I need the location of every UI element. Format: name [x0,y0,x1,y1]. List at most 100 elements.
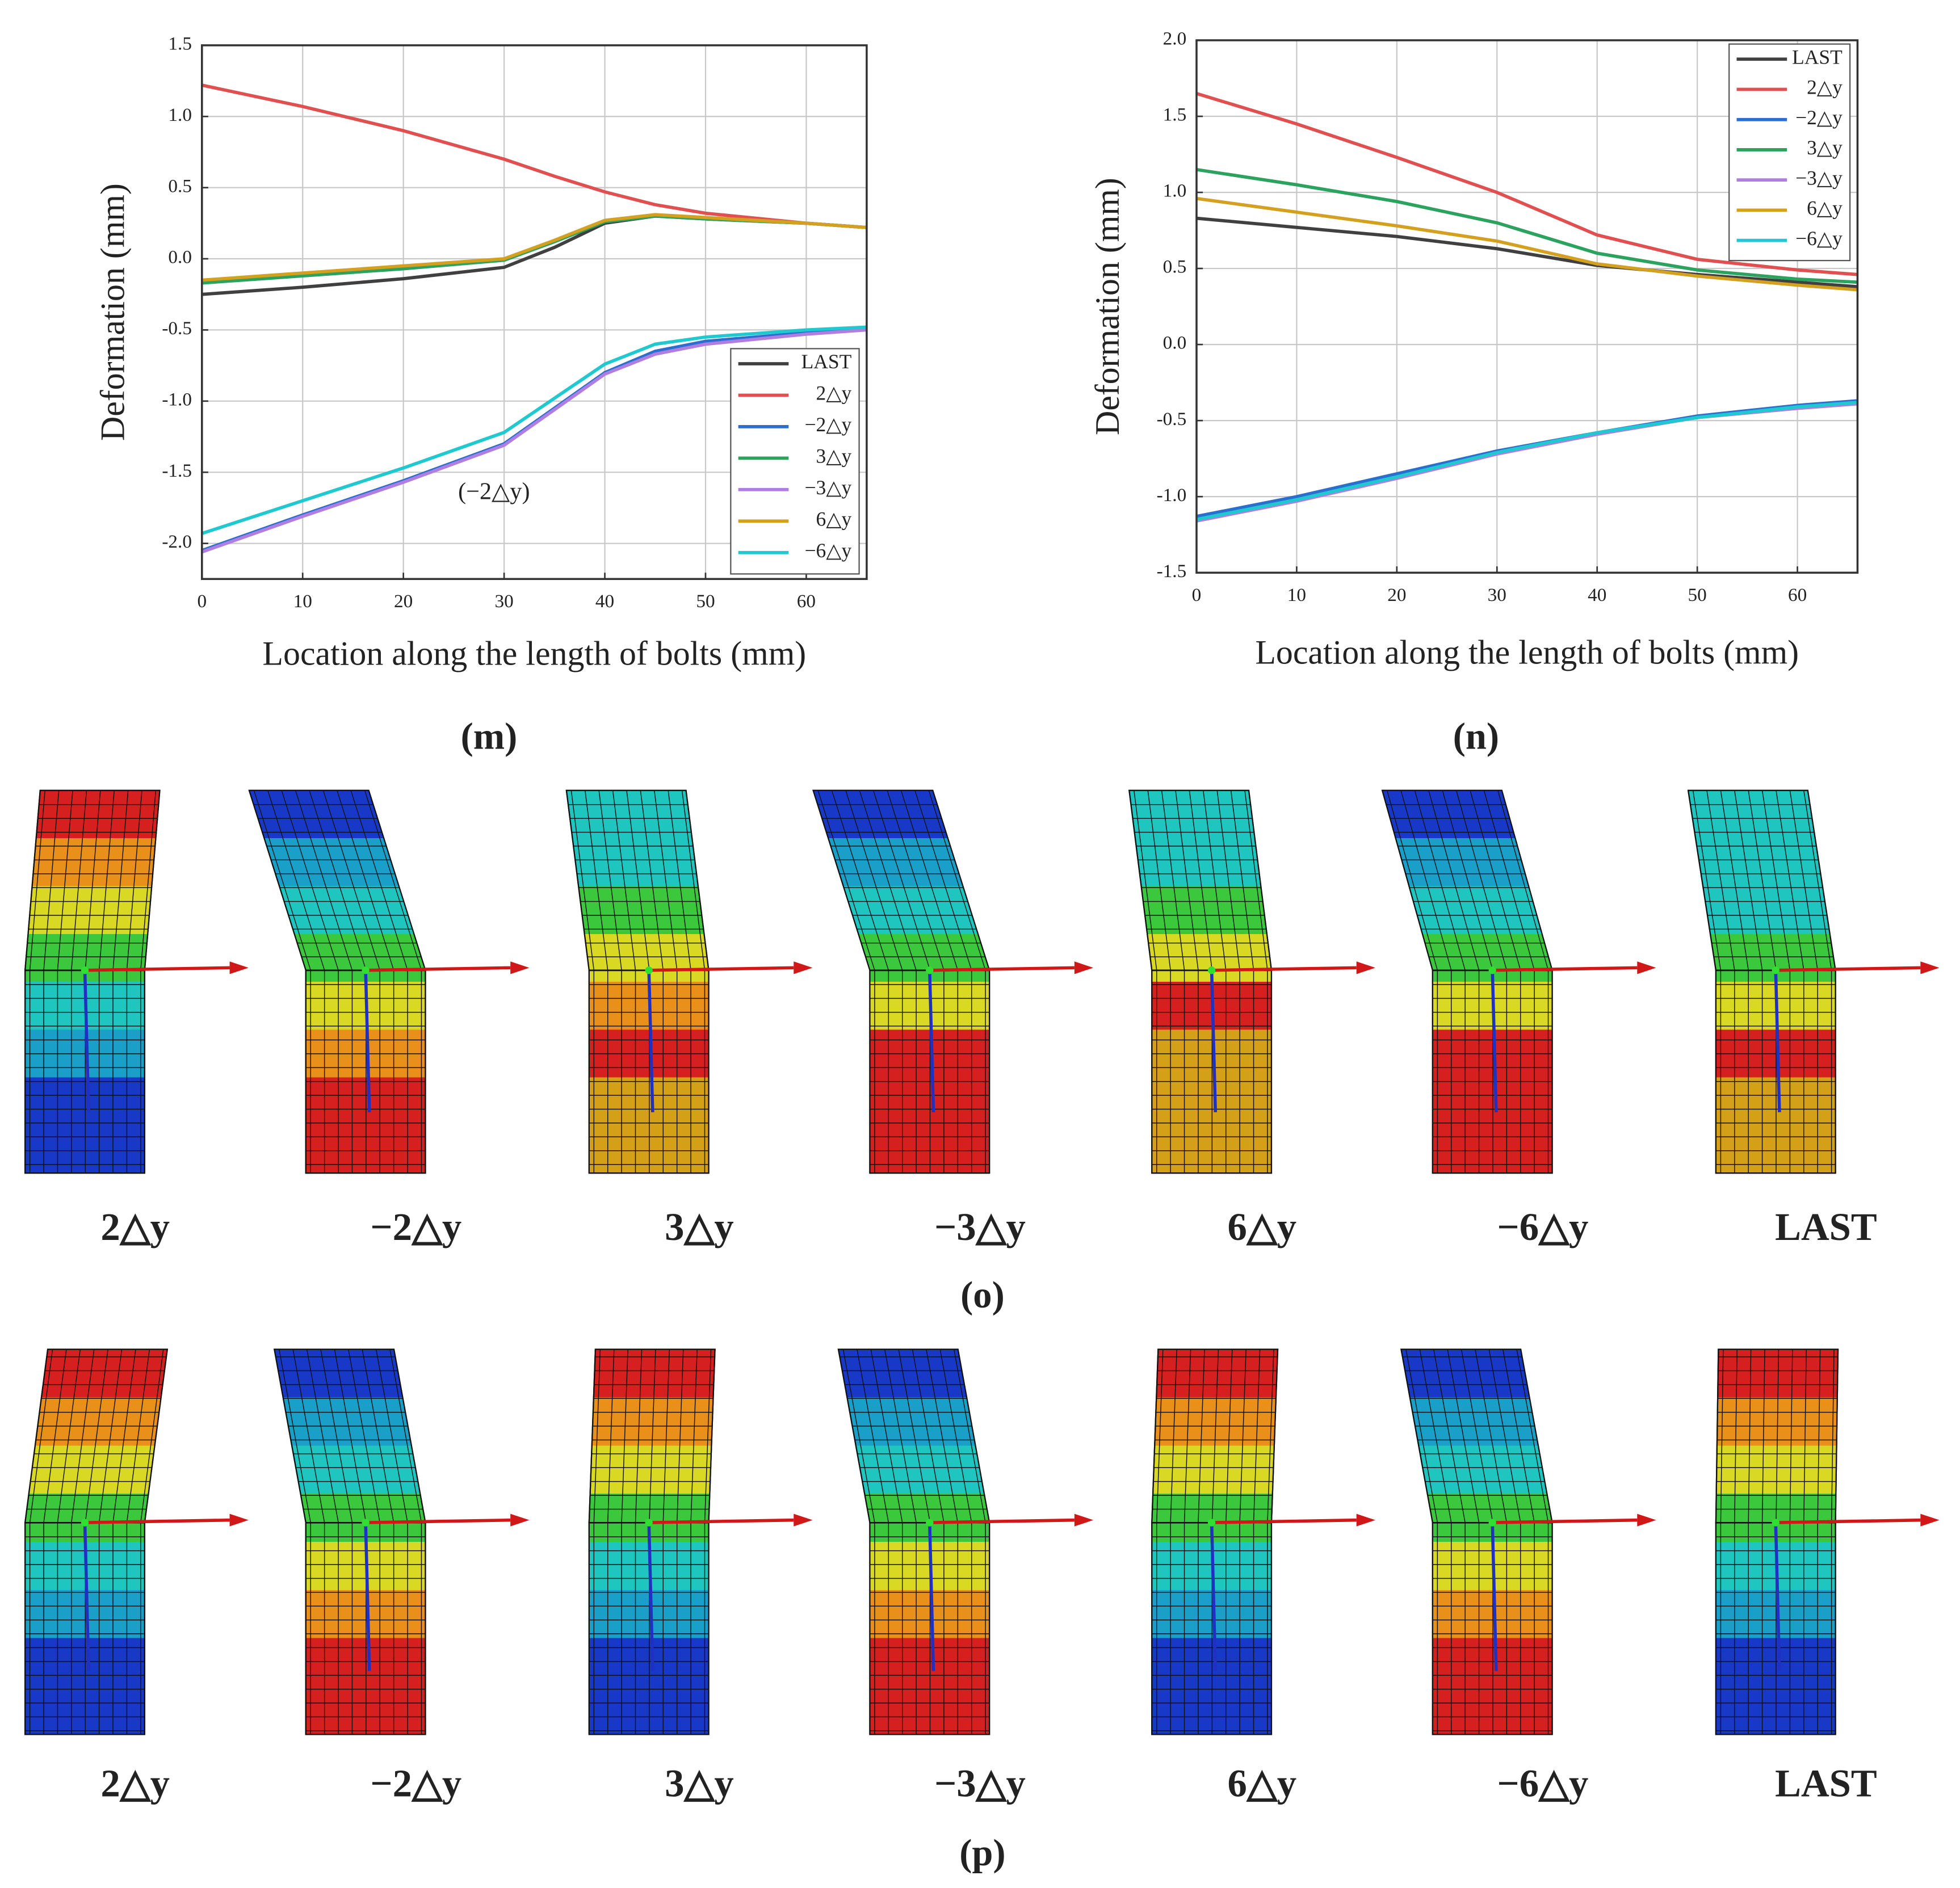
legend-label: −2△y [1795,106,1843,129]
axis-x-arrow [85,966,230,972]
legend-label: 2△y [1807,76,1843,99]
axis-x-head [1920,1513,1940,1527]
bolt-part [837,1348,991,1524]
axis-x-arrow [1492,966,1638,972]
bolt-label: LAST [1775,1205,1877,1248]
axis-x-head [1920,961,1940,974]
y-axis-label: Deformation (mm) [94,183,132,441]
bolt-label: 2△y [100,1205,170,1248]
axis-origin [1772,1519,1779,1527]
x-axis-label: Location along the length of bolts (mm) [1255,633,1799,671]
axis-x-head [510,961,530,974]
axis-z-arrow [928,1523,935,1671]
axis-z-arrow [1774,1523,1781,1671]
axis-x-arrow [929,1518,1075,1524]
axis-x-arrow [1776,966,1921,972]
bolt-label: −3△y [934,1205,1026,1248]
series-line [1196,401,1858,522]
axis-origin [1772,966,1779,974]
axis-origin [362,966,370,974]
bolt-label: −2△y [370,1761,461,1805]
axis-z-arrow [928,970,935,1113]
axis-x-head [1637,961,1656,974]
series-line [1196,92,1858,276]
axis-origin [1207,1519,1216,1527]
axis-x-arrow [366,966,511,972]
axis-x-head [1356,1513,1375,1527]
axis-z-arrow [1210,970,1218,1113]
bolt-upper [274,1348,426,1524]
series-line [202,83,867,229]
series-line [1196,167,1858,284]
bolt-upper [565,789,710,971]
y-tick-label: -1.0 [162,389,192,410]
y-tick-label: -0.5 [1157,409,1187,430]
x-tick-label: 40 [1588,585,1606,605]
axis-origin [1207,966,1216,974]
axis-origin [926,966,934,974]
x-tick-label: 40 [595,591,614,612]
axis-x-head [1356,961,1375,974]
legend-label: −3△y [805,476,852,499]
bolt-label: −6△y [1497,1761,1589,1805]
bolt-upper [1687,789,1836,971]
series-line [1196,216,1858,289]
x-tick-label: 0 [1192,585,1202,605]
axis-x-head [794,1513,813,1527]
panel-caption: (o) [960,1275,1005,1316]
bolt-label: −2△y [370,1205,461,1248]
bolt-label: 3△y [665,1205,734,1248]
axis-z-arrow [1210,1523,1218,1671]
bolt-label: 6△y [1228,1205,1297,1248]
legend-label: 6△y [1807,197,1843,220]
bolt-part [1715,1348,1839,1524]
bolt-upper [837,1348,991,1524]
x-tick-label: 50 [696,591,715,612]
x-tick-label: 0 [197,591,207,612]
bolt-image [1687,789,1940,1174]
axis-z-arrow [1491,970,1498,1113]
axis-z-arrow [83,970,90,1113]
legend-label: −6△y [1795,227,1843,250]
x-tick-label: 20 [394,591,413,612]
bolt-upper [24,789,161,971]
y-tick-label: 1.0 [168,104,192,125]
axis-origin [362,1519,370,1527]
y-tick-label: -0.5 [162,318,192,339]
bolt-upper [588,1348,716,1524]
series-line [202,213,867,282]
axis-x-head [794,961,813,974]
y-tick-label: 1.5 [168,33,192,54]
bolt-image [588,1348,813,1735]
legend-label: 3△y [1807,136,1843,159]
y-tick-label: 0.5 [168,175,192,196]
axis-origin [645,1519,653,1527]
axis-x-head [1637,1513,1656,1527]
plot-frame [201,44,868,581]
legend-label: 2△y [816,382,852,405]
axis-z-arrow [1491,1523,1498,1671]
x-tick-label: 60 [797,591,816,612]
axis-origin [81,966,89,974]
axis-x-arrow [1776,1518,1921,1524]
x-tick-label: 30 [494,591,513,612]
axis-z-arrow [647,1523,654,1671]
bolt-image [274,1348,530,1735]
legend-label: −2△y [805,413,852,436]
axis-origin [81,1519,89,1527]
bolt-part [1128,789,1273,971]
y-tick-label: 0.0 [168,247,192,268]
bolt-part [248,789,426,971]
legend-box [730,348,860,575]
bolt-image [1151,1348,1375,1735]
axis-x-head [1074,961,1094,974]
axis-x-arrow [85,1518,230,1524]
axis-x-head [1074,1513,1094,1527]
x-tick-label: 20 [1387,585,1406,605]
bolt-image [565,789,813,1174]
axis-z-arrow [83,1523,90,1671]
bolt-part [812,789,991,971]
axis-origin [1488,1519,1496,1527]
axis-x-arrow [649,1518,794,1524]
